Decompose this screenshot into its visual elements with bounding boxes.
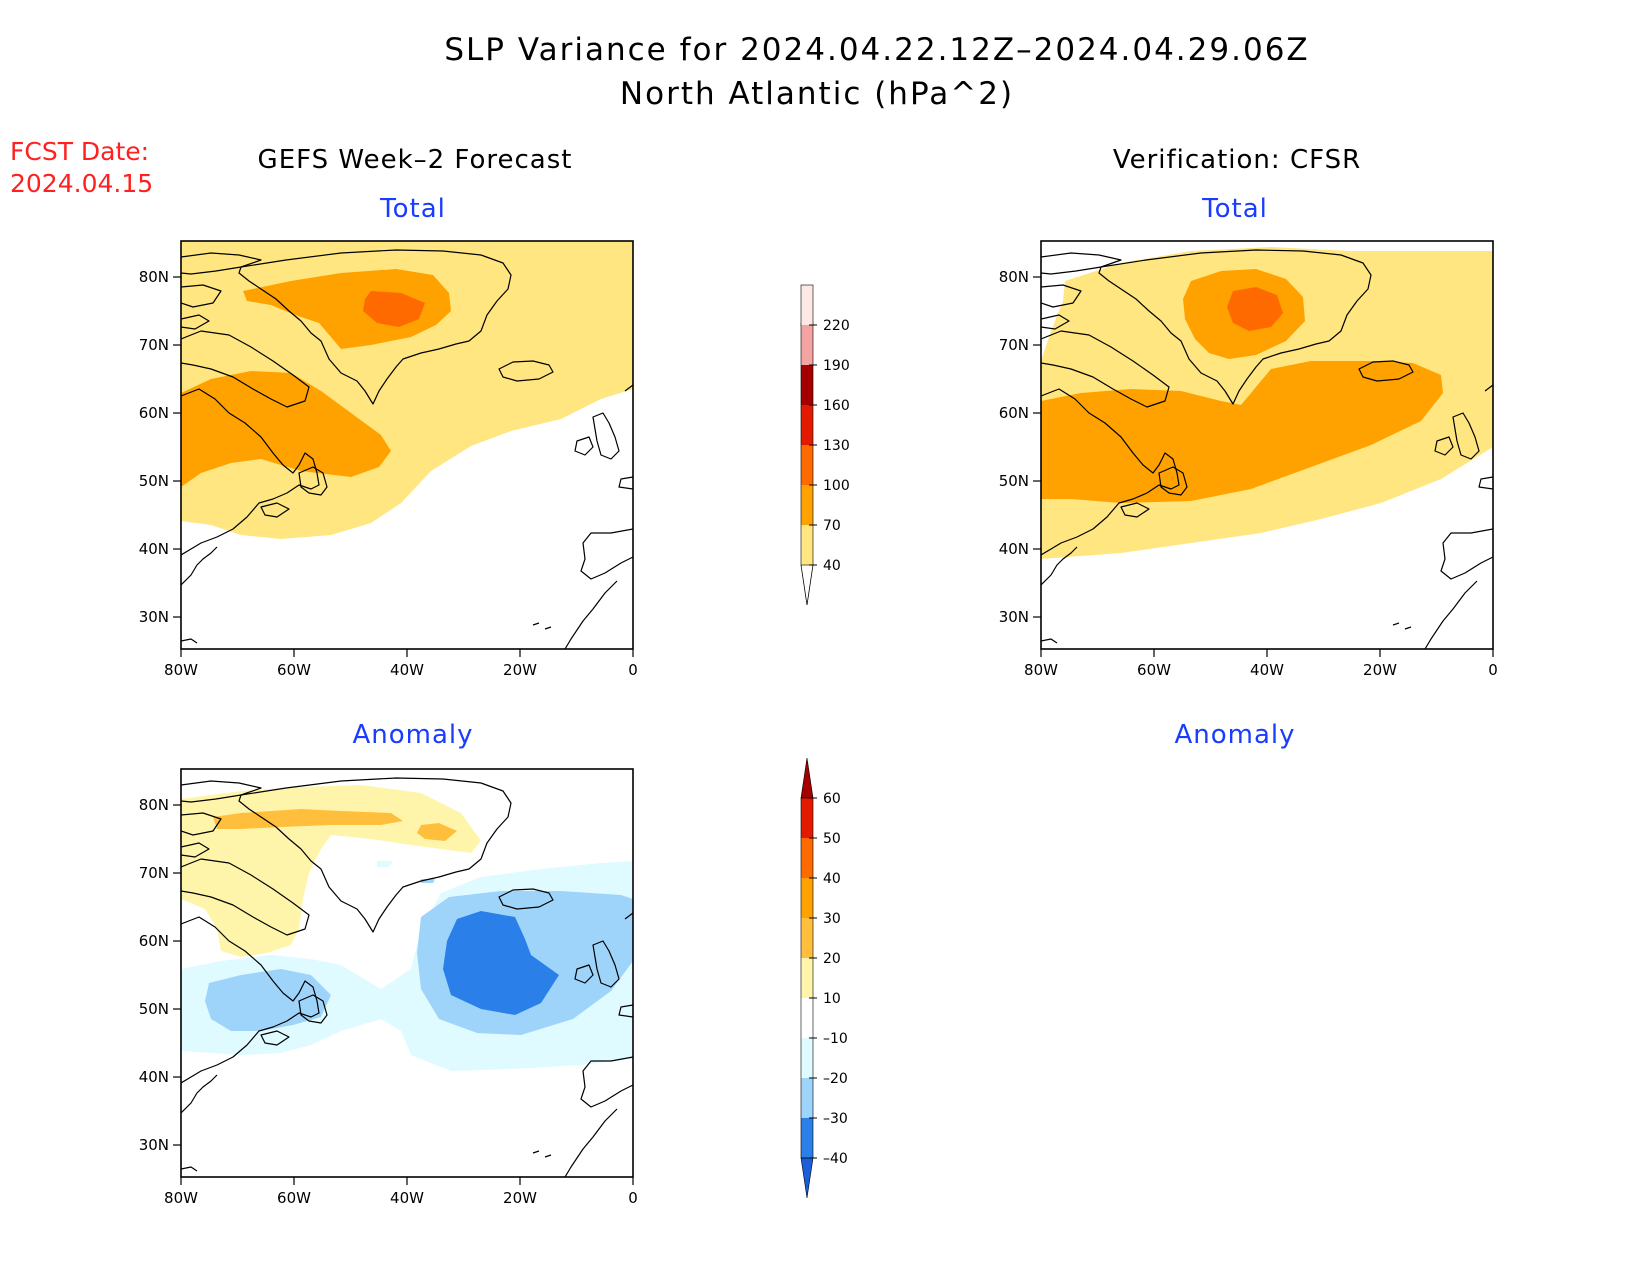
lon-tick-label: 20W bbox=[503, 1189, 537, 1207]
lat-tick-label: 70N bbox=[999, 336, 1029, 354]
lat-tick-label: 30N bbox=[139, 1136, 169, 1154]
lon-tick-label: 20W bbox=[1363, 661, 1397, 679]
colorbar-segment bbox=[801, 878, 813, 918]
colorbar-label: –20 bbox=[823, 1071, 848, 1087]
fcst-date-value: 2024.04.15 bbox=[10, 169, 153, 198]
lon-tick-label: 60W bbox=[277, 1189, 311, 1207]
verification-total-map: 80N 70N 60N 50N 40N 30N 80W 60W 40W 20W 0 bbox=[999, 240, 1498, 679]
verification-total-title: Total bbox=[1201, 194, 1268, 224]
colorbar-outline bbox=[800, 284, 814, 566]
colorbar-segment bbox=[801, 285, 813, 325]
lon-tick-label: 40W bbox=[390, 1189, 424, 1207]
colorbar-label: –10 bbox=[823, 1031, 848, 1047]
forecast-anomaly-map: 80N 70N 60N 50N 40N 30N 80W 60W 40W 20W 0 bbox=[139, 768, 638, 1207]
colorbar-label: 40 bbox=[823, 558, 841, 574]
colorbar-segment bbox=[801, 998, 813, 1038]
total-colorbar-bottom-tip bbox=[800, 564, 814, 606]
lon-tick-label: 40W bbox=[1250, 661, 1284, 679]
lat-tick-label: 50N bbox=[999, 472, 1029, 490]
lon-tick-label: 0 bbox=[1488, 661, 1498, 679]
main-title-line1: SLP Variance for 2024.04.22.12Z–2024.04.… bbox=[444, 32, 1309, 68]
lat-tick-label: 70N bbox=[139, 336, 169, 354]
verification-anomaly-title: Anomaly bbox=[1174, 720, 1295, 750]
colorbar-label: 40 bbox=[823, 871, 841, 887]
colorbar-label: 50 bbox=[823, 831, 841, 847]
lat-tick-label: 50N bbox=[139, 1000, 169, 1018]
colorbar-label: 220 bbox=[823, 318, 850, 334]
lat-tick-label: 70N bbox=[139, 864, 169, 882]
anomaly-colorbar: 60 50 40 30 20 10 –10 –20 –30 –40 bbox=[800, 757, 848, 1199]
colorbar-label: 160 bbox=[823, 398, 850, 414]
colorbar-label: 190 bbox=[823, 358, 850, 374]
colorbar-segment bbox=[801, 1038, 813, 1078]
colorbar-label: 100 bbox=[823, 478, 850, 494]
colorbar-label: 60 bbox=[823, 791, 841, 807]
forecast-total-map: 80N 70N 60N 50N 40N 30N 80W 60W 40W 20W 0 bbox=[139, 240, 638, 679]
colorbar-segment bbox=[801, 445, 813, 485]
colorbar-segment bbox=[801, 365, 813, 405]
lat-tick-label: 40N bbox=[139, 540, 169, 558]
colorbar-label: 20 bbox=[823, 951, 841, 967]
colorbar-segment bbox=[801, 1118, 813, 1158]
lon-tick-label: 80W bbox=[164, 1189, 198, 1207]
lat-tick-label: 60N bbox=[999, 404, 1029, 422]
lon-tick-label: 80W bbox=[1024, 661, 1058, 679]
lat-tick-label: 30N bbox=[999, 608, 1029, 626]
lat-tick-label: 50N bbox=[139, 472, 169, 490]
colorbar-label: –40 bbox=[823, 1151, 848, 1167]
verification-column-title: Verification: CFSR bbox=[1113, 145, 1361, 175]
main-title-line2: North Atlantic (hPa^2) bbox=[620, 76, 1014, 112]
colorbar-label: 70 bbox=[823, 518, 841, 534]
lon-tick-label: 60W bbox=[1137, 661, 1171, 679]
lon-tick-label: 60W bbox=[277, 661, 311, 679]
fcst-date-label: FCST Date: bbox=[10, 137, 149, 166]
lon-tick-label: 40W bbox=[390, 661, 424, 679]
total-colorbar: 220 190 160 130 100 70 40 bbox=[800, 284, 850, 606]
colorbar-segment bbox=[801, 485, 813, 525]
lat-tick-label: 60N bbox=[139, 404, 169, 422]
colorbar-label: –30 bbox=[823, 1111, 848, 1127]
colorbar-label: 30 bbox=[823, 911, 841, 927]
colorbar-segment bbox=[801, 525, 813, 565]
lat-tick-label: 40N bbox=[999, 540, 1029, 558]
colorbar-top-arrow bbox=[800, 757, 814, 799]
forecast-column-title: GEFS Week–2 Forecast bbox=[258, 145, 573, 175]
lat-tick-label: 30N bbox=[139, 608, 169, 626]
lat-tick-label: 80N bbox=[999, 268, 1029, 286]
colorbar-segment bbox=[801, 838, 813, 878]
colorbar-segment bbox=[801, 918, 813, 958]
lon-tick-label: 0 bbox=[628, 1189, 638, 1207]
lon-tick-label: 0 bbox=[628, 661, 638, 679]
lat-tick-label: 80N bbox=[139, 268, 169, 286]
lon-tick-label: 20W bbox=[503, 661, 537, 679]
colorbar-label: 130 bbox=[823, 438, 850, 454]
lat-tick-label: 40N bbox=[139, 1068, 169, 1086]
colorbar-outline bbox=[800, 797, 814, 1159]
forecast-total-title: Total bbox=[379, 194, 446, 224]
colorbar-segment bbox=[801, 798, 813, 838]
forecast-anomaly-title: Anomaly bbox=[352, 720, 473, 750]
colorbar-bottom-arrow bbox=[800, 1157, 814, 1199]
lon-tick-label: 80W bbox=[164, 661, 198, 679]
lat-tick-label: 60N bbox=[139, 932, 169, 950]
colorbar-label: 10 bbox=[823, 991, 841, 1007]
colorbar-segment bbox=[801, 325, 813, 365]
colorbar-segment bbox=[801, 958, 813, 998]
colorbar-segment bbox=[801, 1078, 813, 1118]
lat-tick-label: 80N bbox=[139, 796, 169, 814]
colorbar-segment bbox=[801, 405, 813, 445]
